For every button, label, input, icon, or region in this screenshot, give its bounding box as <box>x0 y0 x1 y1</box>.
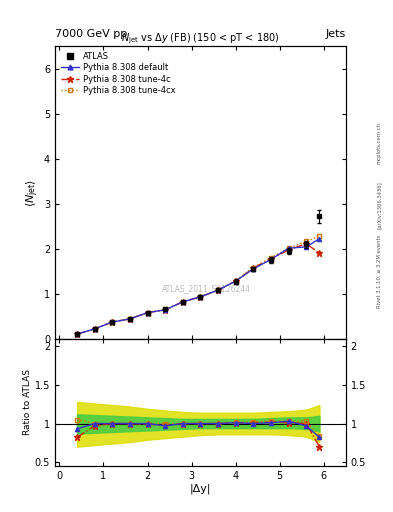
Y-axis label: $\langle N_\mathrm{jet}\rangle$: $\langle N_\mathrm{jet}\rangle$ <box>25 178 41 206</box>
Title: $N_\mathrm{jet}$ vs $\Delta y$ (FB) (150 < pT < 180): $N_\mathrm{jet}$ vs $\Delta y$ (FB) (150… <box>121 32 280 46</box>
Text: Rivet 3.1.10, ≥ 3.2M events: Rivet 3.1.10, ≥ 3.2M events <box>377 234 382 308</box>
Text: [arXiv:1306.3436]: [arXiv:1306.3436] <box>377 181 382 229</box>
Text: Jets: Jets <box>325 29 346 39</box>
Text: ATLAS_2011_S9126244: ATLAS_2011_S9126244 <box>162 285 251 293</box>
X-axis label: |Δy|: |Δy| <box>190 483 211 494</box>
Y-axis label: Ratio to ATLAS: Ratio to ATLAS <box>23 369 32 435</box>
Legend: ATLAS, Pythia 8.308 default, Pythia 8.308 tune-4c, Pythia 8.308 tune-4cx: ATLAS, Pythia 8.308 default, Pythia 8.30… <box>59 50 178 97</box>
Text: 7000 GeV pp: 7000 GeV pp <box>55 29 127 39</box>
Text: mcplots.cern.ch: mcplots.cern.ch <box>377 122 382 164</box>
